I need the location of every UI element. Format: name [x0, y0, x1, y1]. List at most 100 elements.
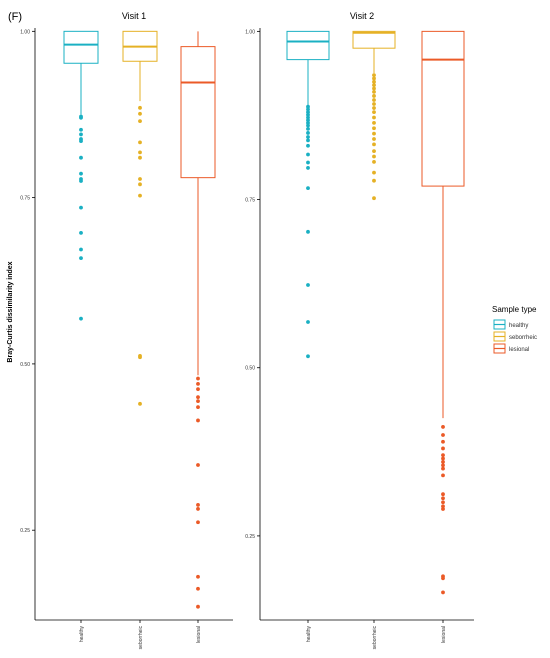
- y-tick-label: 0.25: [245, 534, 255, 540]
- outlier-point: [372, 154, 376, 159]
- outlier-point: [441, 463, 445, 468]
- facet-visit-2: Visit 2 0.25 0.50 0.75 1.00 healthy seborrhe…: [245, 11, 474, 649]
- boxplot-seborrheic: [122, 30, 158, 406]
- legend-label-lesional: lesional: [509, 347, 529, 353]
- boxplot-lesional: [421, 30, 465, 595]
- outlier-point: [79, 230, 83, 235]
- boxplot-healthy: [63, 30, 99, 321]
- outlier-point: [138, 401, 142, 406]
- outlier-point: [79, 132, 83, 137]
- outlier-point: [306, 354, 310, 359]
- boxplots: [63, 30, 216, 609]
- outlier-point: [372, 86, 376, 91]
- outlier-point: [196, 395, 200, 400]
- outlier-point: [306, 283, 310, 287]
- outlier-point: [306, 112, 310, 117]
- outlier-point: [372, 110, 376, 114]
- outlier-point: [306, 107, 310, 112]
- boxplot-seborrheic: [352, 30, 396, 201]
- outlier-point: [372, 126, 376, 131]
- outlier-point: [79, 256, 83, 261]
- outlier-point: [306, 131, 310, 135]
- y-tick-label: 0.50: [245, 366, 255, 372]
- y-tick-label: 0.25: [20, 528, 30, 534]
- outlier-point: [372, 149, 376, 154]
- outlier-point: [306, 135, 310, 139]
- outlier-point: [441, 496, 445, 501]
- outlier-point: [372, 120, 376, 125]
- outlier-point: [306, 115, 310, 120]
- outlier-point: [306, 118, 310, 123]
- boxplot-healthy: [286, 30, 330, 359]
- box: [352, 30, 396, 49]
- x-tick-label: healthy: [306, 626, 312, 643]
- outlier-point: [138, 105, 142, 110]
- outlier-point: [441, 446, 445, 451]
- outlier-point: [306, 123, 310, 128]
- boxplots: [286, 30, 465, 595]
- outlier-point: [372, 131, 376, 136]
- outlier-point: [372, 73, 376, 77]
- y-ticks: 0.25 0.50 0.75 1.00: [20, 29, 35, 534]
- outlier-point: [138, 177, 142, 181]
- outlier-point: [441, 504, 445, 509]
- legend-title: Sample type: [492, 305, 537, 314]
- outlier-point: [79, 127, 83, 132]
- outlier-point: [79, 247, 83, 252]
- figure-label: (F): [8, 11, 22, 23]
- outlier-point: [196, 503, 200, 507]
- outlier-point: [441, 507, 445, 511]
- y-tick-label: 0.50: [20, 362, 30, 368]
- y-tick-label: 0.75: [20, 196, 30, 202]
- outlier-point: [441, 466, 445, 471]
- outlier-point: [196, 463, 200, 467]
- outlier-point: [196, 574, 200, 579]
- outlier-point: [138, 355, 142, 360]
- outlier-point: [306, 229, 310, 234]
- outlier-point: [372, 142, 376, 147]
- outlier-point: [441, 439, 445, 444]
- outlier-point: [372, 115, 376, 120]
- outlier-point: [372, 196, 376, 201]
- outlier-point: [196, 418, 200, 423]
- outlier-point: [306, 120, 310, 125]
- outlier-point: [372, 137, 376, 141]
- outlier-point: [306, 104, 310, 109]
- outlier-point: [441, 460, 445, 464]
- outlier-point: [196, 604, 200, 609]
- outlier-point: [306, 160, 310, 165]
- x-tick-label: healthy: [79, 626, 85, 643]
- outlier-point: [441, 473, 445, 478]
- outlier-point: [306, 138, 310, 143]
- outlier-point: [372, 106, 376, 110]
- outlier-point: [306, 143, 310, 148]
- outlier-point: [372, 170, 376, 175]
- box: [63, 30, 99, 64]
- outlier-point: [441, 425, 445, 429]
- outlier-point: [79, 205, 83, 210]
- outlier-point: [372, 102, 376, 106]
- y-tick-label: 1.00: [245, 29, 255, 35]
- x-tick-label: seborrheic: [138, 626, 144, 650]
- outlier-point: [196, 520, 200, 525]
- outlier-point: [306, 320, 310, 324]
- outlier-point: [196, 381, 200, 386]
- outlier-point: [138, 193, 142, 198]
- outlier-point: [441, 433, 445, 437]
- x-ticks: healthy seborrheic lesional: [79, 620, 202, 649]
- outlier-point: [196, 387, 200, 392]
- x-tick-label: lesional: [441, 626, 447, 643]
- outlier-point: [306, 127, 310, 131]
- outlier-point: [79, 115, 83, 120]
- outlier-point: [138, 150, 142, 155]
- x-ticks: healthy seborrheic lesional: [306, 620, 447, 649]
- facet-title-visit-1: Visit 1: [122, 11, 146, 21]
- outlier-point: [441, 453, 445, 458]
- outlier-point: [138, 155, 142, 160]
- outlier-point: [441, 492, 445, 497]
- outlier-point: [138, 119, 142, 124]
- x-tick-label: lesional: [196, 626, 202, 643]
- outlier-point: [372, 98, 376, 102]
- y-tick-label: 1.00: [20, 29, 30, 35]
